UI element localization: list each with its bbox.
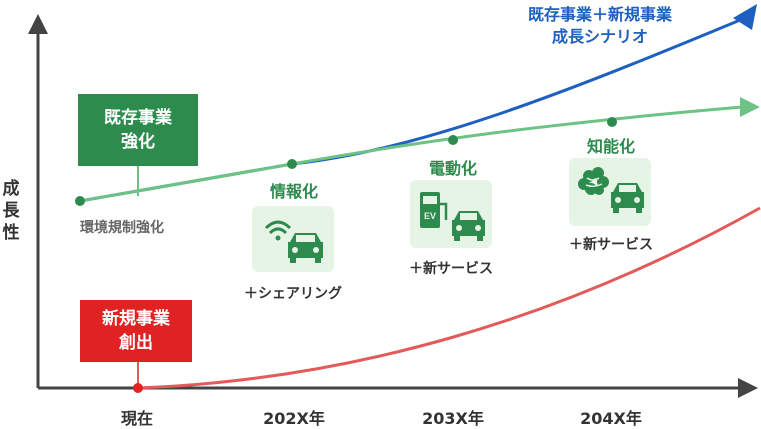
y-axis-label: 成 長 性: [0, 178, 22, 244]
x-tick-now: 現在: [120, 409, 154, 428]
new-business-line: [137, 206, 761, 390]
x-tick-204x: 204X年: [580, 409, 642, 428]
ev-charger-car-icon: EV: [420, 192, 485, 241]
existing-business-line: [79, 105, 743, 203]
y-axis-label-char: 成: [2, 179, 20, 199]
scenario-label-line1: 既存事業＋新規事業: [527, 5, 672, 24]
regulation-label: 環境規制強化: [80, 220, 164, 236]
milestone-label-3: 知能化: [586, 137, 636, 156]
milestone-label-1: 情報化: [269, 182, 319, 201]
milestone-point-2: [448, 135, 458, 145]
milestone-label-2: 電動化: [428, 159, 478, 178]
milestone-point-3: [607, 117, 617, 127]
x-tick-203x: 203X年: [422, 409, 484, 428]
existing-business-box: 既存事業 強化: [78, 94, 198, 166]
y-axis-arrow: [28, 14, 48, 34]
milestone-icon-box-3: [569, 158, 651, 226]
combined-growth-arrow: [733, 4, 757, 30]
x-tick-202x: 202X年: [263, 409, 325, 428]
milestone-service-3: ＋新サービス: [569, 237, 653, 253]
milestone-icon-box-2: EV: [410, 180, 492, 248]
milestone-icon-box-1: [252, 206, 334, 272]
wifi-car-icon: [264, 220, 323, 263]
y-axis-label-char: 性: [2, 223, 20, 243]
new-start-point: [133, 383, 143, 393]
y-axis-label-char: 長: [2, 201, 20, 221]
scenario-label-line2: 成長シナリオ: [551, 27, 648, 46]
existing-business-arrow: [740, 97, 760, 117]
x-axis-arrow: [738, 378, 758, 398]
milestone-service-1: ＋シェアリング: [244, 286, 342, 302]
new-business-box: 新規事業 創出: [80, 300, 192, 362]
brain-car-icon: [578, 167, 644, 213]
svg-text:EV: EV: [424, 211, 436, 221]
scenario-label: 既存事業＋新規事業 成長シナリオ: [500, 4, 700, 48]
existing-start-point: [75, 196, 85, 206]
milestone-point-1: [287, 159, 297, 169]
milestone-service-2: ＋新サービス: [409, 261, 493, 277]
